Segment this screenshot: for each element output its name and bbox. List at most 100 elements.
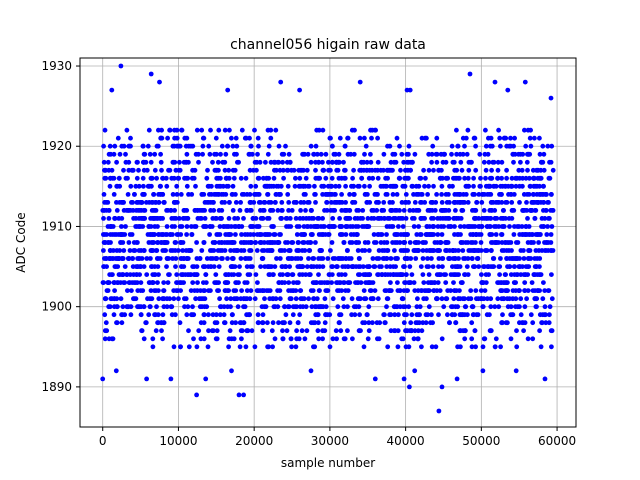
- data-point: [480, 304, 486, 310]
- data-point: [317, 264, 322, 269]
- data-point: [339, 288, 344, 293]
- data-point: [429, 208, 435, 213]
- data-point: [319, 280, 325, 285]
- data-point: [411, 336, 417, 342]
- data-point: [237, 344, 243, 350]
- data-point: [364, 200, 370, 205]
- data-point: [351, 304, 357, 310]
- data-point: [247, 200, 253, 205]
- data-point: [548, 248, 554, 253]
- data-point: [192, 224, 198, 229]
- data-point: [401, 208, 407, 213]
- data-point: [330, 208, 336, 213]
- data-point: [348, 232, 354, 237]
- data-point: [450, 183, 455, 189]
- data-point: [150, 272, 156, 277]
- data-point: [118, 232, 124, 237]
- data-point: [287, 216, 293, 221]
- data-point: [504, 256, 510, 261]
- data-point: [427, 232, 433, 237]
- data-point: [283, 216, 289, 221]
- data-point: [466, 224, 472, 229]
- outlier-point: [407, 87, 413, 93]
- data-point: [402, 240, 408, 245]
- data-point: [549, 328, 555, 334]
- data-point: [146, 312, 152, 318]
- data-point: [106, 256, 112, 261]
- data-point: [201, 192, 207, 197]
- data-point: [215, 248, 221, 253]
- data-point: [184, 183, 190, 189]
- data-point: [452, 224, 457, 229]
- data-point: [361, 344, 367, 350]
- data-point: [362, 272, 368, 277]
- data-points: [100, 63, 556, 414]
- data-point: [224, 240, 230, 245]
- data-point: [225, 143, 230, 149]
- data-point: [537, 135, 542, 141]
- data-point: [372, 192, 378, 197]
- data-point: [339, 256, 344, 261]
- data-point: [120, 304, 126, 310]
- data-point: [413, 256, 419, 261]
- data-point: [370, 320, 375, 326]
- data-point: [345, 224, 350, 229]
- data-point: [416, 224, 421, 229]
- data-point: [131, 248, 137, 253]
- data-point: [107, 248, 113, 253]
- data-point: [502, 240, 508, 245]
- data-point: [250, 216, 256, 221]
- data-point: [418, 216, 424, 221]
- data-point: [109, 167, 115, 173]
- data-point: [326, 224, 332, 229]
- data-point: [354, 208, 360, 213]
- data-point: [545, 288, 551, 293]
- data-point: [318, 256, 324, 261]
- data-point: [512, 151, 518, 157]
- data-point: [297, 216, 303, 221]
- data-point: [303, 208, 308, 213]
- data-point: [343, 200, 348, 205]
- data-point: [470, 304, 476, 310]
- data-point: [241, 248, 247, 253]
- data-point: [353, 240, 359, 245]
- data-point: [289, 208, 295, 213]
- data-point: [527, 175, 532, 181]
- data-point: [107, 272, 113, 277]
- data-point: [384, 264, 390, 269]
- data-point: [301, 224, 307, 229]
- data-point: [366, 264, 372, 269]
- data-point: [174, 272, 180, 277]
- data-point: [353, 224, 359, 229]
- data-point: [248, 183, 254, 189]
- data-point: [217, 224, 223, 229]
- data-point: [309, 232, 315, 237]
- data-point: [235, 272, 241, 277]
- data-point: [156, 232, 162, 237]
- data-point: [397, 175, 403, 181]
- data-point: [536, 240, 541, 245]
- data-point: [265, 151, 271, 157]
- data-point: [270, 344, 275, 350]
- data-point: [532, 175, 537, 181]
- data-point: [266, 344, 271, 350]
- data-point: [445, 312, 450, 318]
- data-point: [248, 208, 254, 213]
- data-point: [387, 224, 392, 229]
- data-point: [511, 143, 516, 149]
- data-point: [333, 183, 338, 189]
- data-point: [407, 208, 413, 213]
- data-point: [202, 200, 208, 205]
- data-point: [458, 216, 464, 221]
- data-point: [527, 183, 533, 189]
- data-point: [434, 296, 440, 302]
- data-point: [170, 159, 176, 165]
- data-point: [382, 320, 388, 326]
- data-point: [213, 280, 219, 285]
- data-point: [175, 248, 181, 253]
- data-point: [375, 296, 381, 302]
- data-point: [506, 216, 512, 221]
- data-point: [186, 272, 192, 277]
- data-point: [217, 296, 223, 302]
- data-point: [394, 192, 400, 197]
